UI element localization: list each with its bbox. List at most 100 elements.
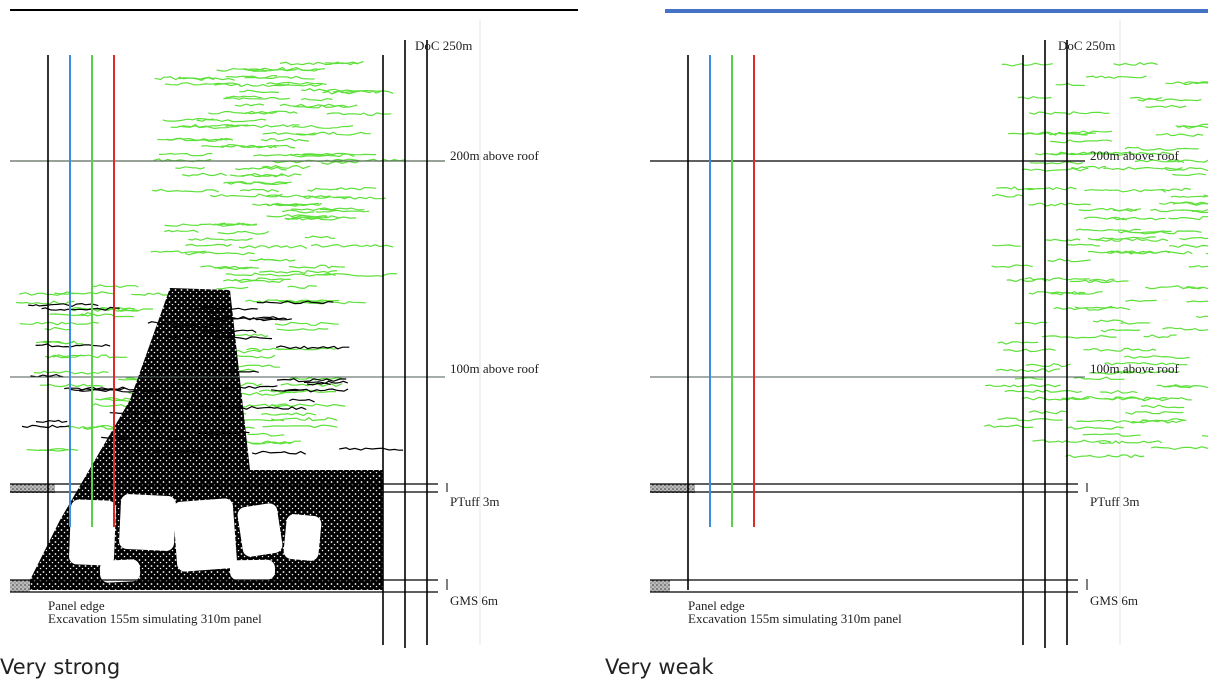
figure: DoC 250m 200m above roof 100m above roof PT… xyxy=(0,0,1208,681)
fracture xyxy=(239,90,279,92)
fracture xyxy=(217,287,249,289)
fracture xyxy=(40,384,103,387)
fracture xyxy=(1029,411,1066,414)
fracture xyxy=(248,433,284,436)
level-label: 200m above roof xyxy=(450,148,539,163)
fracture xyxy=(1083,434,1141,436)
fracture xyxy=(1124,356,1190,359)
fracture xyxy=(1086,76,1146,79)
fracture xyxy=(152,189,219,192)
fracture xyxy=(1180,238,1208,240)
fracture xyxy=(159,154,212,156)
caption: Very strong xyxy=(0,655,120,679)
fracture xyxy=(1187,301,1208,303)
fracture xyxy=(235,104,264,106)
fracture xyxy=(998,418,1063,421)
fracture xyxy=(1068,427,1124,429)
stratum-label: PTuff 3m xyxy=(450,494,500,509)
fracture xyxy=(28,304,98,307)
panel: DoC 250m200m above roof100m above roofPT… xyxy=(605,11,1208,679)
stratum-label: PTuff 3m xyxy=(1090,494,1140,509)
fracture xyxy=(226,273,266,276)
fracture xyxy=(305,236,335,238)
panel: DoC 250m200m above roof100m above roofPT… xyxy=(0,10,578,679)
fracture xyxy=(998,342,1038,344)
fracture xyxy=(263,425,338,427)
fracture xyxy=(36,420,67,422)
fracture xyxy=(259,271,337,274)
fracture xyxy=(1172,174,1206,176)
stratum-label: GMS 6m xyxy=(1090,593,1138,608)
fracture xyxy=(263,133,316,136)
fracture xyxy=(1156,134,1203,137)
fracture xyxy=(1026,364,1071,367)
fracture xyxy=(1029,112,1109,115)
fracture xyxy=(235,167,286,170)
fracture xyxy=(302,153,376,154)
fracture xyxy=(276,346,349,349)
fracture xyxy=(1005,390,1082,392)
fracture xyxy=(1142,419,1185,422)
fracture xyxy=(34,371,108,374)
fracture xyxy=(252,451,306,454)
fracture xyxy=(992,195,1023,197)
fracture xyxy=(1015,378,1043,380)
fracture xyxy=(289,399,314,402)
fracture xyxy=(197,119,267,121)
fracture xyxy=(1130,97,1162,99)
fracture xyxy=(1162,328,1208,331)
fracture xyxy=(1100,391,1137,394)
fracture xyxy=(333,197,386,199)
fracture xyxy=(1076,229,1141,231)
fracture xyxy=(277,329,329,331)
fracture xyxy=(327,113,392,116)
fracture xyxy=(1024,278,1089,281)
fracture xyxy=(223,98,289,100)
fracture xyxy=(164,230,198,232)
fracture xyxy=(185,252,255,255)
fracture xyxy=(1202,435,1208,437)
excavation-label: Excavation 155m simulating 310m panel xyxy=(688,611,902,626)
fracture xyxy=(20,322,99,325)
fracture xyxy=(1071,167,1106,169)
fracture xyxy=(288,286,317,289)
fracture xyxy=(1101,329,1140,331)
fracture xyxy=(261,413,316,416)
block xyxy=(173,498,238,572)
fracture xyxy=(1050,140,1112,143)
fracture xyxy=(1046,239,1081,241)
fracture xyxy=(282,210,314,213)
fracture xyxy=(1042,336,1117,339)
level-label: 100m above roof xyxy=(1090,361,1179,376)
fracture xyxy=(218,231,269,234)
fracture xyxy=(1003,349,1055,352)
excavation-label: Excavation 155m simulating 310m panel xyxy=(48,611,262,626)
fracture xyxy=(175,167,204,169)
block xyxy=(236,502,283,557)
fracture xyxy=(1103,167,1182,169)
fracture xyxy=(1162,188,1191,190)
fracture xyxy=(267,82,327,84)
fracture xyxy=(308,188,339,191)
fracture xyxy=(1015,322,1048,324)
fracture xyxy=(266,273,335,276)
fracture xyxy=(201,145,276,148)
fracture xyxy=(223,280,283,283)
doc-label: DoC 250m xyxy=(1058,38,1115,53)
fracture xyxy=(292,126,353,129)
fracture xyxy=(996,369,1060,372)
fracture xyxy=(182,173,227,176)
fracture xyxy=(1068,244,1100,246)
level-label: 100m above roof xyxy=(450,361,539,376)
fracture xyxy=(1056,84,1085,86)
fracture xyxy=(1048,259,1091,262)
fracture xyxy=(1204,194,1208,196)
fracture xyxy=(1144,335,1177,338)
fracture xyxy=(1125,300,1156,301)
fracture xyxy=(1030,162,1083,165)
fracture xyxy=(992,265,1033,267)
stratum-label: GMS 6m xyxy=(450,593,498,608)
fracture xyxy=(1093,320,1123,322)
fracture xyxy=(280,104,358,107)
fracture xyxy=(316,210,369,212)
